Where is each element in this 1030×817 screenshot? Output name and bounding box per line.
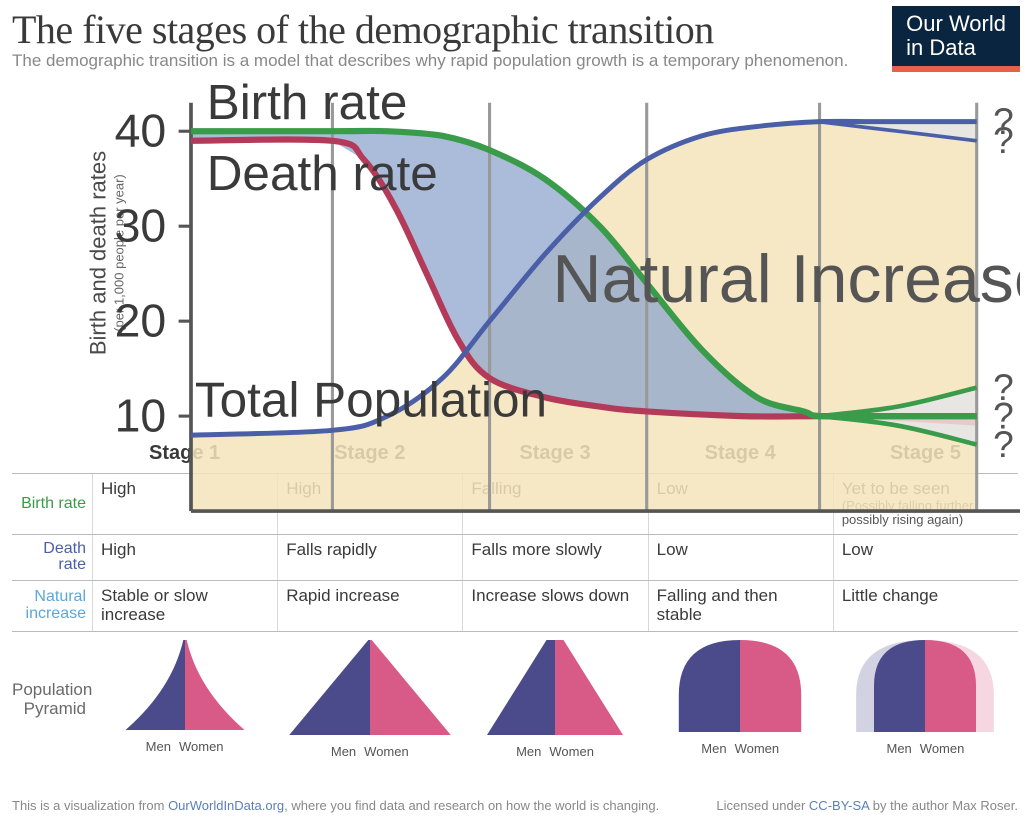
pyramid-caption: MenWomen [462,744,647,759]
pyramid-women [185,640,245,730]
logo-line-1: Our World [906,11,1006,36]
header: The five stages of the demographic trans… [0,0,1030,72]
ytick-label: 20 [115,295,167,347]
pyramid-caption: MenWomen [277,744,462,759]
population-label: Total Population [195,373,547,428]
row-label: Birth rate [12,474,92,533]
table-cell: Increase slows down [462,581,647,630]
pyramid-cell: MenWomen [648,636,833,759]
row-label: Natural increase [12,581,92,630]
footer-left-pre: This is a visualization from [12,798,168,813]
pyramid-icon [655,636,825,734]
row-cells: Stable or slow increaseRapid increaseInc… [92,581,1018,630]
men-label: Men [882,741,915,756]
birth-rate-label: Birth rate [207,78,408,130]
pyramid-women [740,640,801,732]
pyramid-caption: MenWomen [92,739,277,754]
ytick-label: 40 [115,105,167,157]
women-label: Women [916,741,969,756]
table-cell: Little change [833,581,1018,630]
chart-area: Birth and death rates (per 1,000 people … [12,78,1020,428]
pyramid-cell: MenWomen [833,636,1018,759]
table-row: Natural increaseStable or slow increaseR… [12,580,1018,631]
question-mark: ? [993,423,1014,465]
owid-logo: Our World in Data [892,6,1020,72]
table-cell: Rapid increase [277,581,462,630]
title-block: The five stages of the demographic trans… [12,6,892,71]
men-label: Men [142,739,175,754]
footer-right-pre: Licensed under [716,798,809,813]
pyramid-caption: MenWomen [648,741,833,756]
women-label: Women [545,744,598,759]
men-label: Men [512,744,545,759]
death-rate-label: Death rate [207,147,438,202]
women-label: Women [175,739,228,754]
pyramid-cell: MenWomen [462,636,647,759]
pyramid-icon [840,636,1010,734]
footer-right: Licensed under CC-BY-SA by the author Ma… [716,798,1018,813]
pyramid-cell: MenWomen [92,636,277,759]
men-label: Men [327,744,360,759]
page-subtitle: The demographic transition is a model th… [12,51,892,71]
table-cell: Stable or slow increase [92,581,277,630]
ytick-label: 10 [115,390,167,442]
women-label: Women [731,741,784,756]
men-label: Men [697,741,730,756]
ytick-label: 30 [115,200,167,252]
pyramids-row: Population Pyramid MenWomenMenWomenMenWo… [12,636,1018,759]
pyramid-women [370,640,451,735]
women-label: Women [360,744,413,759]
footer-left-link[interactable]: OurWorldInData.org [168,798,284,813]
table-cell: Falling and then stable [648,581,833,630]
pyramid-cell: MenWomen [277,636,462,759]
pyramid-cells: MenWomenMenWomenMenWomenMenWomenMenWomen [92,636,1018,759]
pyramid-men [125,640,185,730]
footer: This is a visualization from OurWorldInD… [12,798,1018,813]
pyramid-women [555,640,623,735]
pyramid-icon [100,636,270,732]
footer-left: This is a visualization from OurWorldInD… [12,798,659,813]
footer-left-post: , where you find data and research on ho… [284,798,659,813]
demographic-chart: 10 20 30 40 Birth rate Death rate Total Popula… [92,78,1020,542]
page-title: The five stages of the demographic trans… [12,6,892,53]
pyramid-men [487,640,555,735]
logo-line-2: in Data [906,35,976,60]
question-mark: ? [993,119,1014,161]
footer-right-post: by the author Max Roser. [869,798,1018,813]
pyramid-icon [470,636,640,737]
footer-right-link[interactable]: CC-BY-SA [809,798,869,813]
pyramid-icon [285,636,455,737]
natural-increase-label: Natural Increase [552,242,1020,318]
pyramid-men [679,640,740,732]
pyramid-row-label: Population Pyramid [12,681,92,758]
row-label: Death rate [12,535,92,581]
pyramid-caption: MenWomen [833,741,1018,756]
pyramid-men [289,640,370,735]
